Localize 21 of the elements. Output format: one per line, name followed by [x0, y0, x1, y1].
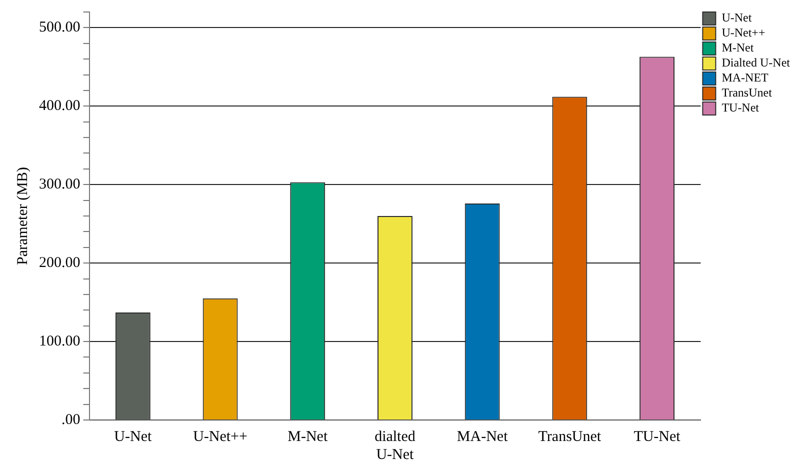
x-tick-label: M-Net — [288, 428, 328, 445]
x-tick-label: TransUnet — [538, 428, 602, 445]
legend-label: U-Net — [722, 10, 752, 25]
y-tick-label: 300.00 — [39, 176, 80, 193]
y-tick-label: 100.00 — [39, 333, 80, 350]
x-tick-label: U-Net++ — [193, 428, 248, 445]
legend-label: TransUnet — [722, 86, 773, 100]
y-tick-label: .00 — [62, 412, 80, 428]
x-tick-label: dialted U-Net — [374, 428, 416, 463]
legend-label: M-Net — [722, 40, 754, 55]
x-tick-label: TU-Net — [634, 428, 682, 445]
y-tick-label: 200.00 — [39, 255, 80, 272]
legend-label: MA-NET — [722, 70, 770, 85]
x-tick-label: MA-Net — [456, 428, 509, 445]
x-tick-label: U-Net — [114, 428, 152, 445]
y-tick-label: 400.00 — [39, 98, 80, 114]
y-tick-label: 500.00 — [39, 20, 80, 36]
legend-label: U-Net++ — [722, 26, 766, 40]
y-axis-title: Parameter (MB) — [14, 167, 31, 265]
legend-label: Dialted U-Net — [722, 56, 791, 70]
legend-label: TU-Net — [722, 100, 760, 115]
